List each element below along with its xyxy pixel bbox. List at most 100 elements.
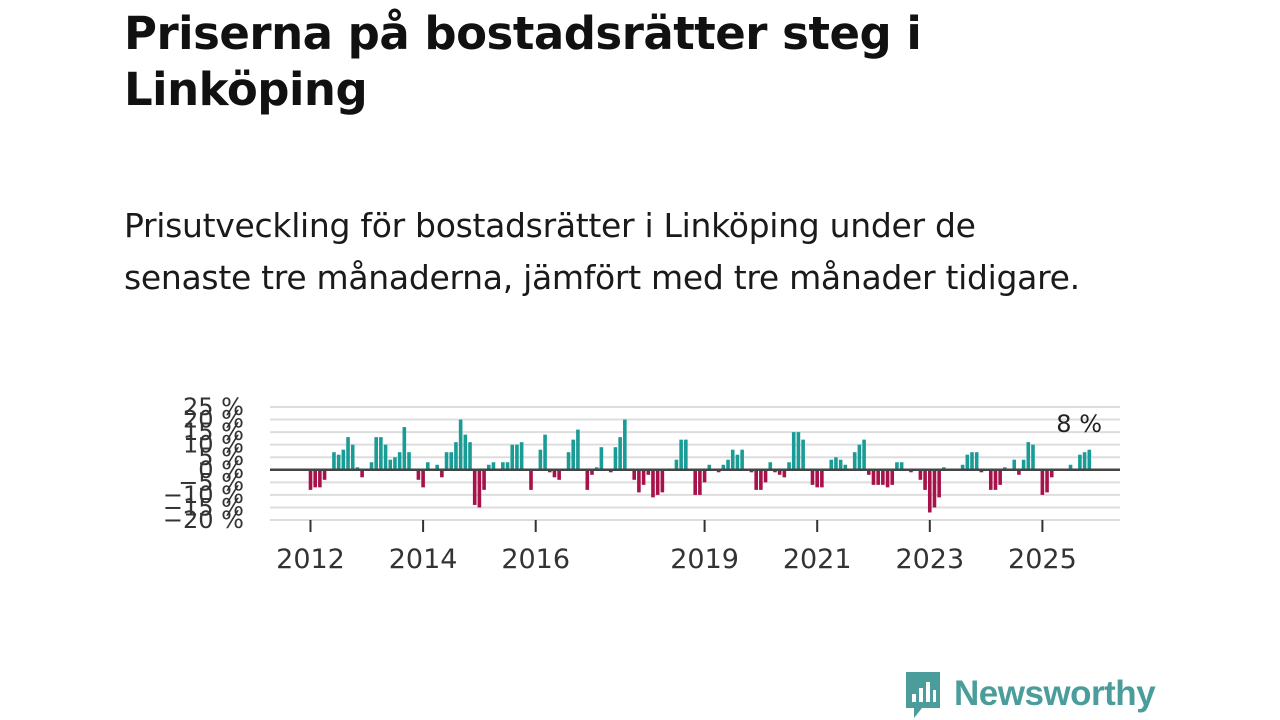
- bar: [988, 469, 993, 490]
- x-tick-label: 2023: [895, 544, 964, 575]
- bar: [942, 467, 946, 470]
- bar: [608, 469, 613, 473]
- y-tick-label: 25 %: [183, 393, 244, 421]
- bar: [998, 469, 1002, 485]
- bar: [397, 452, 402, 470]
- y-tick-label: −15 %: [163, 493, 244, 521]
- bar: [899, 462, 904, 470]
- bar: [1003, 467, 1007, 470]
- bar: [632, 469, 637, 480]
- bar: [543, 434, 547, 470]
- chart-subtitle: Prisutveckling för bostadsrätter i Linkö…: [124, 206, 1080, 297]
- bar: [388, 459, 393, 470]
- bar: [693, 469, 697, 495]
- bar: [881, 469, 885, 485]
- bar: [655, 469, 660, 495]
- y-tick-label: −5 %: [178, 468, 244, 496]
- last-value-label: 8 %: [1056, 410, 1102, 438]
- bar: [895, 462, 899, 470]
- y-tick-label: −20 %: [163, 506, 244, 534]
- bars: [308, 419, 1092, 513]
- bar: [585, 469, 590, 490]
- bar: [843, 464, 848, 470]
- bar: [749, 469, 754, 473]
- bar: [449, 452, 454, 470]
- bar: [613, 447, 618, 470]
- bar: [721, 464, 726, 470]
- y-tick-label: 5 %: [198, 443, 244, 471]
- logo-text: Newsworthy: [954, 674, 1156, 713]
- bar: [1040, 469, 1045, 495]
- bar: [810, 469, 815, 485]
- bar: [979, 469, 984, 473]
- bar: [402, 427, 407, 470]
- bar: [702, 469, 707, 483]
- bar: [547, 469, 552, 473]
- y-axis-ticks: 25 %20 %15 %10 %5 %0 %−5 %−10 %−15 %−20 …: [163, 393, 244, 534]
- bar: [974, 452, 979, 470]
- bar: [674, 459, 679, 470]
- bar: [336, 454, 341, 470]
- bar: [1031, 444, 1035, 470]
- x-tick-label: 2012: [276, 544, 345, 575]
- annotations: 8 %: [1056, 410, 1102, 438]
- bar: [355, 467, 360, 470]
- bar: [970, 452, 974, 470]
- bar: [679, 439, 683, 470]
- bar: [1078, 454, 1082, 470]
- bar: [477, 469, 482, 508]
- bar: [923, 469, 927, 490]
- bar: [341, 449, 346, 470]
- bar: [599, 447, 604, 470]
- bar: [885, 469, 890, 488]
- gridlines: [270, 406, 1120, 521]
- bar: [346, 437, 350, 470]
- bar: [463, 434, 468, 470]
- bar: [435, 464, 439, 470]
- bar: [698, 469, 702, 495]
- bar: [791, 432, 796, 470]
- bar: [379, 437, 383, 470]
- bar: [960, 464, 965, 470]
- bar: [937, 469, 941, 498]
- bar: [866, 469, 871, 475]
- y-tick-label: −10 %: [163, 481, 244, 509]
- bar: [777, 469, 782, 475]
- y-tick-label: 20 %: [183, 406, 244, 434]
- bar: [932, 469, 937, 508]
- bar: [369, 462, 374, 470]
- bar: [726, 459, 730, 470]
- bar: [1017, 469, 1021, 475]
- bar: [515, 444, 519, 470]
- x-tick-label: 2025: [1008, 544, 1077, 575]
- bar: [730, 449, 735, 470]
- bar: [318, 469, 322, 488]
- newsworthy-logo: Newsworthy: [902, 668, 1156, 720]
- bar: [754, 469, 758, 490]
- bar: [444, 452, 449, 470]
- bar: [360, 469, 364, 478]
- bar: [1087, 449, 1092, 470]
- bar: [552, 469, 557, 478]
- bar: [651, 469, 655, 498]
- x-tick-label: 2021: [783, 544, 852, 575]
- bar: [332, 452, 336, 470]
- bar: [594, 467, 599, 470]
- bar: [308, 469, 313, 490]
- bar: [529, 469, 533, 490]
- bar: [735, 454, 740, 470]
- bar: [707, 464, 712, 470]
- bar: [510, 444, 515, 470]
- bar: [801, 439, 805, 470]
- bar: [796, 432, 801, 470]
- x-axis-ticks: 2012 2014 2016 2019 2021 2023 2025: [276, 520, 1077, 575]
- bar: [393, 457, 397, 470]
- y-tick-label: 15 %: [183, 418, 244, 446]
- bar: [927, 469, 932, 513]
- chart-title: Priserna på bostadsrätter steg i Linköpi…: [124, 7, 922, 116]
- bar: [820, 469, 824, 488]
- bar: [660, 469, 665, 493]
- bar: [425, 462, 430, 470]
- bar: [571, 439, 576, 470]
- bar: [890, 469, 895, 485]
